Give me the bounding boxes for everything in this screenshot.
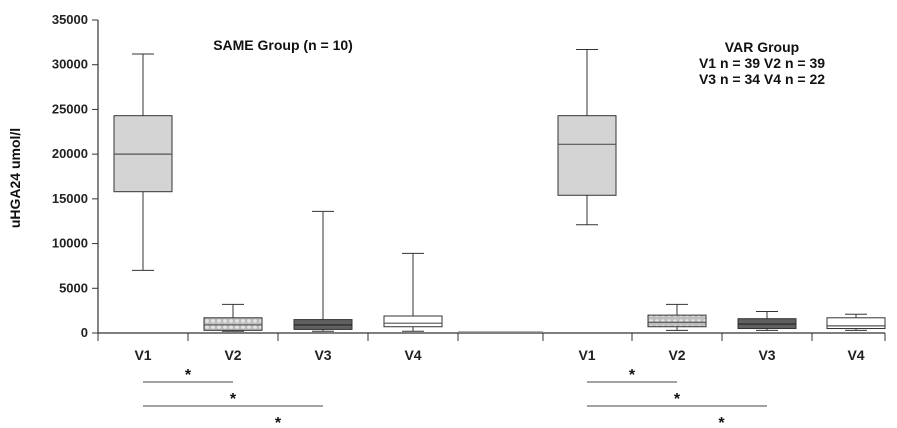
category-label: V2 [668, 347, 685, 363]
y-tick-label: 5000 [59, 280, 88, 295]
category-label: V1 [578, 347, 595, 363]
significance-star: * [629, 367, 636, 384]
significance-star: * [718, 415, 725, 428]
category-label: V2 [224, 347, 241, 363]
axes: 0 5000 10000 15000 20000 25000 30000 35000 [52, 12, 886, 341]
significance-star: * [674, 391, 681, 408]
box-same-v2 [203, 317, 263, 331]
box-var-v1 [557, 115, 617, 196]
category-label: V1 [134, 347, 151, 363]
box-var-v2 [647, 314, 707, 328]
category-label: V3 [758, 347, 775, 363]
group-annotation-line: V1 n = 39 V2 n = 39 [699, 55, 825, 71]
group-annotation-line: SAME Group (n = 10) [213, 37, 353, 53]
y-axis-label: uHGA24 umol/l [7, 128, 23, 228]
significance-star: * [185, 367, 192, 384]
y-tick-label: 30000 [52, 57, 88, 72]
category-label: V4 [404, 347, 421, 363]
group-annotation-line: V3 n = 34 V4 n = 22 [699, 71, 825, 87]
significance-markers: * * * * * * [143, 367, 767, 428]
group-annotation-line: VAR Group [725, 39, 799, 55]
y-tick-label: 20000 [52, 146, 88, 161]
y-tick-label: 25000 [52, 101, 88, 116]
boxes [113, 49, 886, 332]
y-tick-label: 35000 [52, 12, 88, 27]
box-same-v4 [383, 315, 443, 328]
y-tick-label: 10000 [52, 236, 88, 251]
category-label: V3 [314, 347, 331, 363]
labels: V1 V2 V3 V4 SAME Group (n = 10) V1 V2 V3 V4 VAR G… [134, 37, 864, 363]
y-tick-label: 0 [81, 325, 88, 340]
significance-star: * [230, 391, 237, 408]
category-label: V4 [847, 347, 864, 363]
box-var-v4 [826, 317, 886, 330]
significance-star: * [275, 415, 282, 428]
y-tick-label: 15000 [52, 191, 88, 206]
